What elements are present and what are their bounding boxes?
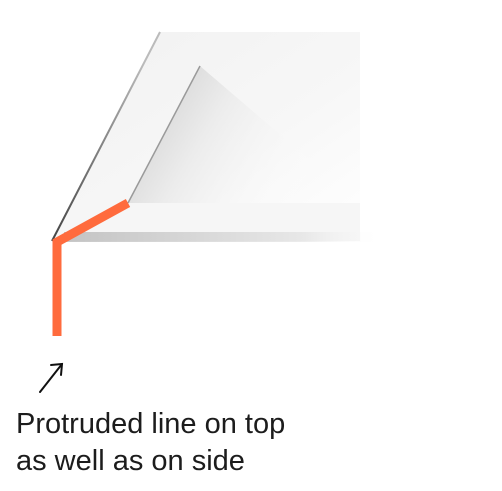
outer-diagonal-edge: [51, 31, 161, 242]
inner-diagonal-edge: [127, 65, 201, 204]
protruded-highlight-line: [52, 199, 131, 336]
caption-line-2: as well as on side: [16, 445, 245, 477]
arrow-up-right-icon: [39, 362, 64, 393]
diagram-caption: Protruded line on top as well as on side: [16, 406, 486, 480]
top-shadow-band: [64, 232, 384, 242]
caption-line-1: Protruded line on top: [16, 408, 286, 440]
inner-shaded-triangle: [128, 66, 360, 203]
